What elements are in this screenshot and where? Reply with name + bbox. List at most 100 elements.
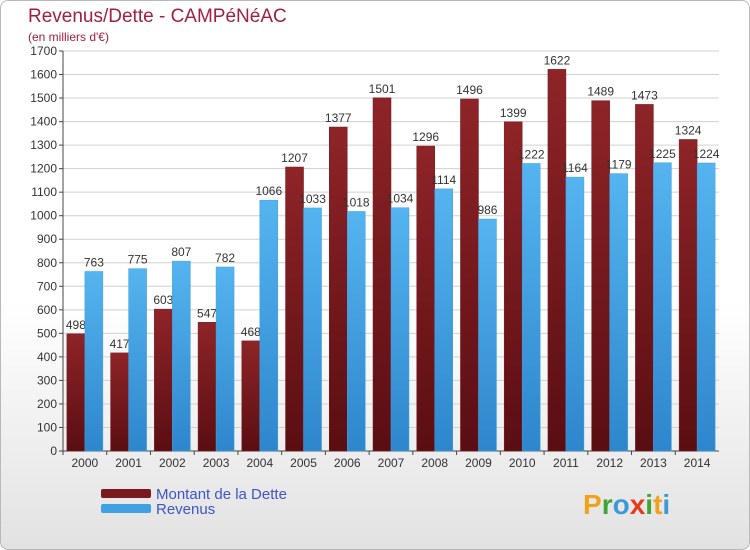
bar-revenus: [215, 266, 235, 452]
data-label-dette: 417: [110, 337, 130, 351]
bar-revenus: [478, 218, 497, 452]
bar-revenus: [128, 268, 147, 452]
bar-revenus: [303, 207, 322, 452]
bar-dette: [154, 308, 173, 452]
y-tick-label: 1300: [30, 138, 57, 152]
bar-dette: [460, 98, 479, 452]
data-label-revenus: 986: [477, 203, 497, 217]
data-label-dette: 1377: [325, 111, 352, 125]
data-label-dette: 1324: [675, 123, 702, 137]
data-label-dette: 1399: [500, 106, 527, 120]
y-tick-label: 1600: [30, 68, 57, 82]
bar-dette: [547, 69, 567, 452]
bar-dette: [678, 139, 698, 452]
data-label-dette: 468: [241, 325, 261, 339]
data-label-revenus: 782: [215, 251, 235, 265]
y-tick-label: 1500: [30, 91, 57, 105]
bar-revenus: [696, 162, 716, 452]
bar-revenus: [347, 211, 366, 452]
bar-revenus: [565, 176, 585, 452]
x-tick-label: 2004: [246, 456, 273, 470]
data-label-dette: 603: [153, 293, 173, 307]
bar-dette: [241, 340, 261, 452]
y-tick-label: 1700: [30, 44, 57, 58]
y-tick-label: 900: [37, 232, 57, 246]
data-label-dette: 1496: [456, 83, 483, 97]
bar-dette: [110, 352, 129, 452]
legend-label-revenus: Revenus: [156, 501, 216, 518]
x-tick-label: 2007: [378, 456, 405, 470]
chart-subtitle: (en milliers d'€): [28, 30, 109, 44]
x-tick-label: 2001: [115, 456, 142, 470]
x-tick-label: 2010: [509, 456, 536, 470]
chart-title: Revenus/Dette - CAMPéNéAC: [28, 6, 287, 27]
data-label-revenus: 1033: [299, 192, 326, 206]
data-label-revenus: 1114: [431, 173, 456, 187]
x-tick-label: 2006: [334, 456, 361, 470]
data-label-dette: 1296: [412, 130, 439, 144]
logo-letter: x: [629, 489, 646, 520]
bar-revenus: [653, 162, 672, 452]
bar-revenus: [521, 163, 541, 452]
bar-revenus: [259, 199, 279, 452]
x-tick-label: 2013: [640, 456, 667, 470]
legend-label-dette: Montant de la Dette: [156, 486, 287, 503]
data-label-revenus: 1164: [562, 161, 588, 175]
bar-dette: [591, 100, 610, 452]
data-label-revenus: 1222: [518, 147, 545, 161]
bar-dette: [66, 333, 86, 452]
data-label-revenus: 1224: [693, 147, 720, 161]
legend-swatch-revenus: [101, 504, 151, 513]
logo-letter: i: [662, 489, 671, 520]
y-tick-label: 800: [37, 256, 57, 270]
data-label-dette: 1489: [587, 85, 614, 99]
data-label-dette: 1622: [544, 53, 571, 67]
data-label-dette: 1501: [369, 82, 396, 96]
bar-dette: [416, 145, 435, 452]
x-tick-label: 2011: [553, 456, 579, 470]
x-tick-label: 2008: [421, 456, 448, 470]
x-tick-label: 2009: [465, 456, 492, 470]
x-tick-label: 2002: [159, 456, 186, 470]
y-tick-label: 0: [50, 444, 57, 458]
data-label-revenus: 775: [128, 253, 148, 267]
bar-dette: [329, 126, 348, 452]
logo-letter: r: [601, 489, 613, 520]
legend-swatch-dette: [101, 489, 151, 498]
bar-dette: [372, 97, 392, 452]
bar-revenus: [390, 207, 410, 452]
data-label-revenus: 1018: [343, 195, 370, 209]
x-tick-label: 2000: [72, 456, 99, 470]
y-tick-label: 500: [37, 326, 57, 340]
bar-revenus: [84, 271, 104, 452]
y-tick-label: 1000: [30, 209, 57, 223]
y-tick-label: 1200: [30, 162, 57, 176]
bar-dette: [285, 166, 304, 452]
logo-letter: o: [612, 489, 630, 520]
y-tick-label: 1100: [31, 185, 57, 199]
data-label-revenus: 1066: [255, 184, 282, 198]
y-tick-label: 300: [37, 373, 57, 387]
proxiti-logo: Proxiti: [583, 489, 670, 521]
x-tick-label: 2005: [290, 456, 317, 470]
x-tick-label: 2012: [596, 456, 623, 470]
bar-revenus: [172, 260, 191, 452]
y-tick-label: 400: [37, 350, 57, 364]
data-label-revenus: 1179: [606, 158, 632, 172]
data-label-revenus: 763: [84, 255, 104, 269]
logo-letter: i: [645, 489, 654, 520]
y-tick-label: 100: [37, 420, 57, 434]
data-label-dette: 498: [66, 318, 86, 332]
data-label-dette: 1207: [281, 151, 308, 165]
data-label-revenus: 1225: [649, 147, 676, 161]
bar-dette: [197, 322, 217, 452]
y-tick-label: 200: [37, 397, 57, 411]
data-label-revenus: 807: [171, 245, 191, 259]
data-label-dette: 1473: [631, 88, 658, 102]
x-tick-label: 2003: [203, 456, 230, 470]
bar-revenus: [609, 173, 628, 452]
x-tick-label: 2014: [684, 456, 711, 470]
data-label-revenus: 1034: [387, 192, 414, 206]
